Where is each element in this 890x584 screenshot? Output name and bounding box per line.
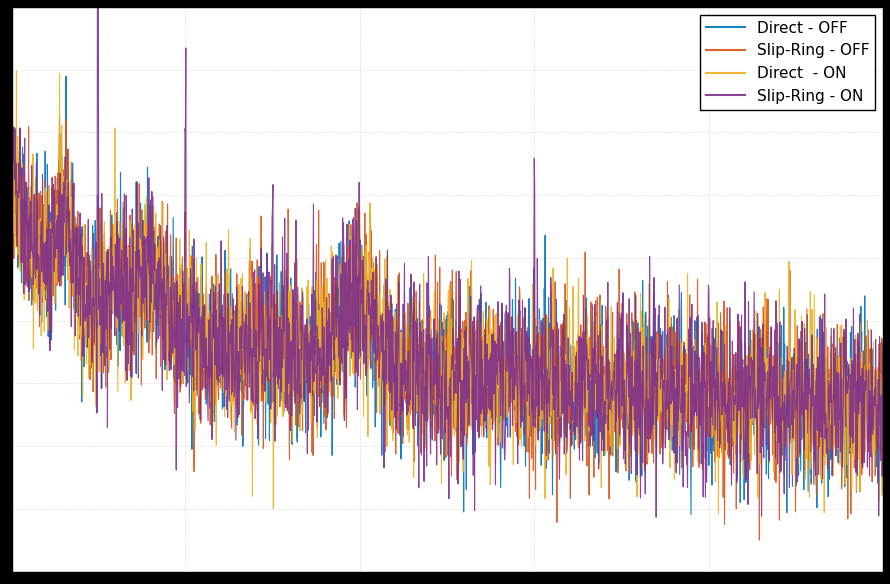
Direct - OFF	[853, 395, 863, 402]
Slip-Ring - OFF	[52, 282, 62, 289]
Direct  - ON	[11, 67, 21, 74]
Slip-Ring - ON	[431, 335, 441, 342]
Direct - OFF	[854, 345, 864, 352]
Direct - OFF	[693, 428, 704, 435]
Line: Slip-Ring - OFF: Slip-Ring - OFF	[12, 116, 883, 540]
Direct - OFF	[431, 344, 441, 351]
Slip-Ring - OFF	[408, 361, 418, 368]
Slip-Ring - OFF	[878, 444, 888, 451]
Slip-Ring - ON	[651, 514, 661, 521]
Slip-Ring - ON	[7, 200, 18, 207]
Slip-Ring - ON	[693, 384, 704, 391]
Slip-Ring - ON	[854, 410, 864, 417]
Slip-Ring - OFF	[854, 359, 864, 366]
Direct  - ON	[693, 397, 704, 404]
Direct - OFF	[408, 399, 418, 406]
Slip-Ring - ON	[878, 410, 888, 417]
Direct - OFF	[52, 269, 62, 276]
Direct - OFF	[878, 336, 888, 343]
Line: Slip-Ring - ON: Slip-Ring - ON	[12, 0, 883, 517]
Slip-Ring - ON	[853, 357, 863, 364]
Direct  - ON	[878, 471, 888, 478]
Slip-Ring - OFF	[431, 397, 441, 404]
Slip-Ring - ON	[52, 245, 62, 252]
Slip-Ring - ON	[408, 425, 418, 432]
Direct  - ON	[853, 444, 863, 451]
Direct  - ON	[713, 510, 724, 517]
Direct  - ON	[431, 401, 441, 408]
Line: Direct - OFF: Direct - OFF	[12, 77, 883, 515]
Direct  - ON	[854, 456, 864, 463]
Legend: Direct - OFF, Slip-Ring - OFF, Direct  - ON, Slip-Ring - ON: Direct - OFF, Slip-Ring - OFF, Direct - …	[700, 15, 876, 110]
Slip-Ring - OFF	[54, 113, 65, 120]
Direct  - ON	[7, 138, 18, 145]
Direct - OFF	[7, 133, 18, 140]
Direct  - ON	[52, 218, 62, 225]
Slip-Ring - OFF	[7, 120, 18, 127]
Direct  - ON	[408, 356, 418, 363]
Line: Direct  - ON: Direct - ON	[12, 71, 883, 513]
Slip-Ring - OFF	[853, 415, 863, 422]
Direct - OFF	[61, 73, 71, 80]
Slip-Ring - OFF	[693, 408, 704, 415]
Slip-Ring - OFF	[754, 537, 765, 544]
Direct - OFF	[685, 511, 696, 518]
